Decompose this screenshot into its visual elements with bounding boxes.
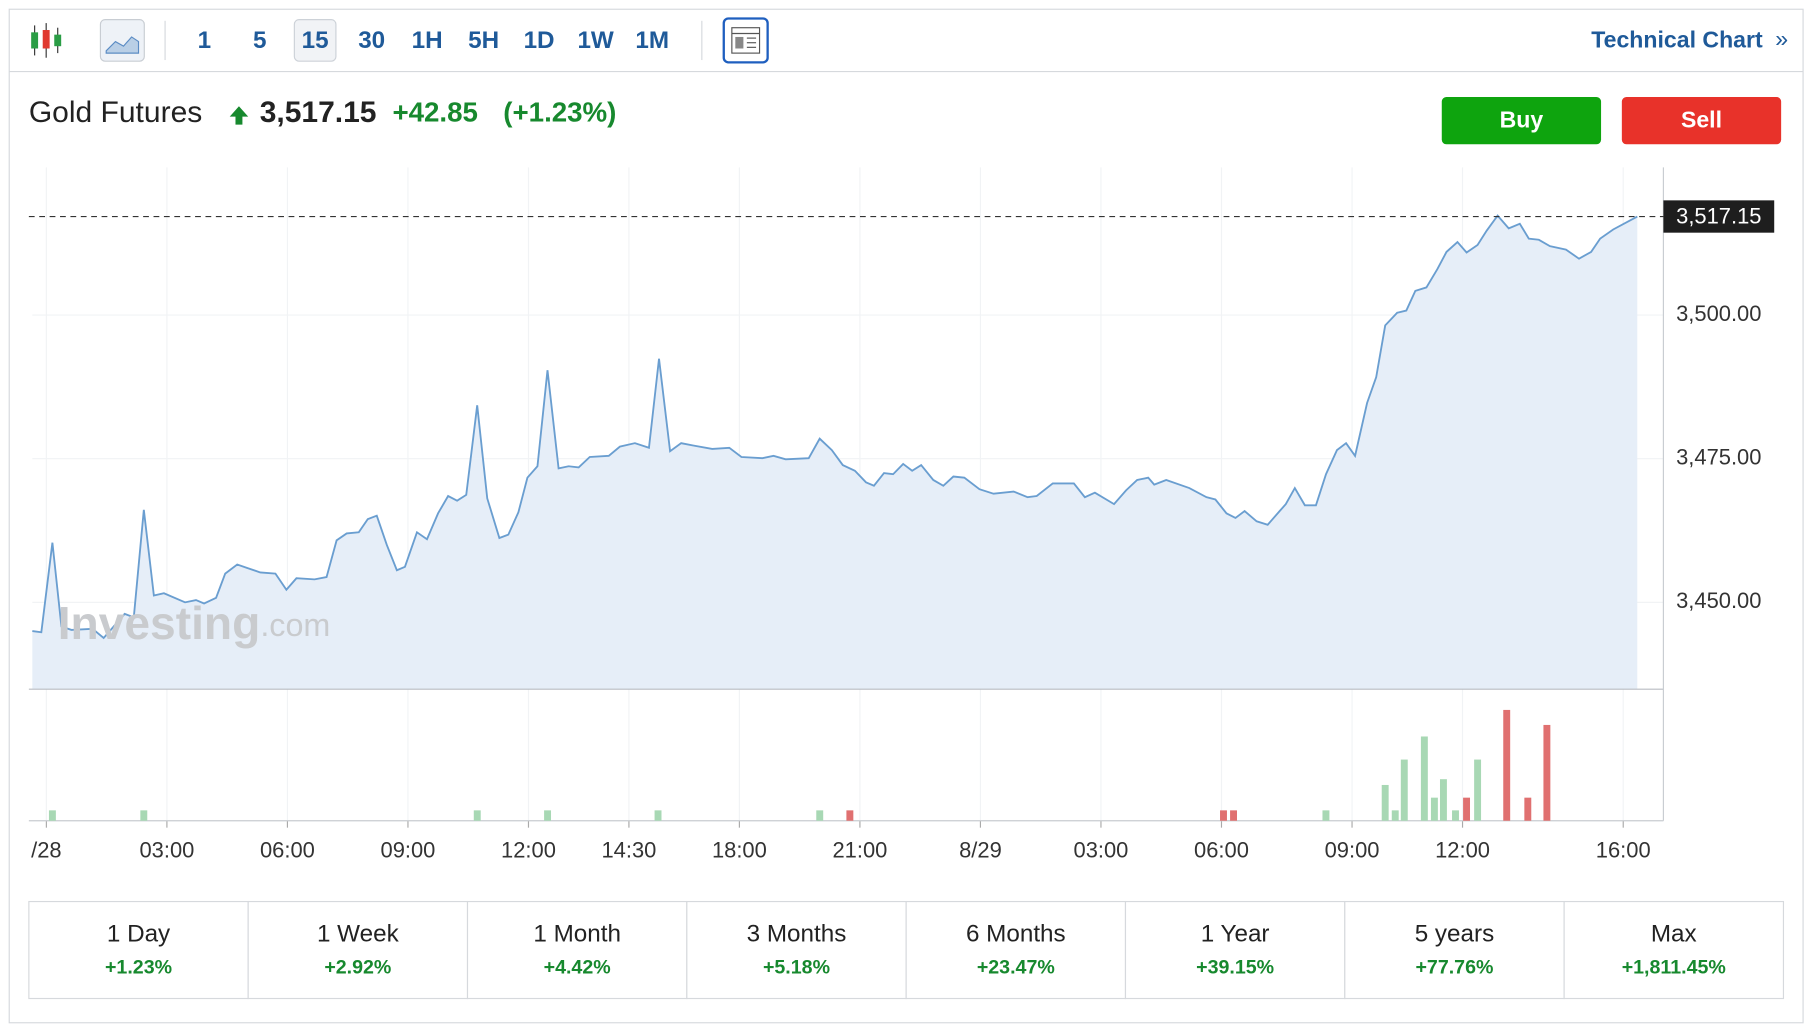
- x-tick-label: 09:00: [381, 838, 436, 863]
- period-cell[interactable]: [686, 900, 907, 1000]
- last-price-tag-label: 3,517.15: [1676, 203, 1761, 228]
- interval-button[interactable]: 5: [253, 27, 266, 54]
- volume-bar: [473, 810, 481, 821]
- x-tick-label: 16:00: [1596, 838, 1651, 863]
- watermark: Investing.com: [58, 597, 331, 649]
- x-tick-label: 06:00: [1194, 838, 1249, 863]
- interval-button[interactable]: 1H: [412, 27, 443, 54]
- volume-bar: [816, 810, 824, 821]
- x-tick-label: 12:00: [501, 838, 556, 863]
- period-change[interactable]: +2.92%: [324, 957, 391, 979]
- volume-bar: [1230, 810, 1237, 821]
- plot: /28 03:00 06:00 09:00 12:00 14:30 18:00 21:00 8/…: [28, 167, 1775, 863]
- interval-button[interactable]: 1: [198, 27, 211, 54]
- period-cell[interactable]: [1124, 900, 1346, 1000]
- volume-bar: [1524, 797, 1532, 821]
- x-tick-label: 09:00: [1325, 838, 1380, 863]
- volume-bar: [544, 810, 552, 821]
- period-label[interactable]: 1 Year: [1201, 920, 1270, 947]
- layout-icon[interactable]: [722, 17, 769, 64]
- volume-bar: [1503, 709, 1511, 821]
- x-tick-label: 12:00: [1435, 838, 1490, 863]
- volume-bar: [654, 810, 662, 821]
- period-change[interactable]: +1,811.45%: [1622, 957, 1726, 979]
- last-price: 3,517.15: [260, 96, 377, 129]
- period-label[interactable]: 1 Day: [107, 920, 171, 947]
- x-tick-label: 18:00: [712, 838, 767, 863]
- x-tick-label: 14:30: [601, 838, 656, 863]
- y-tick-label: 3,500.00: [1676, 301, 1761, 326]
- technical-chart-link[interactable]: Technical Chart: [1591, 27, 1763, 53]
- x-tick-label: 03:00: [139, 838, 194, 863]
- interval-button[interactable]: 1M: [635, 27, 669, 54]
- period-cell[interactable]: [28, 900, 249, 1000]
- x-tick-label: /28: [31, 838, 61, 863]
- watermark-brand: Investing: [58, 597, 261, 649]
- buy-label[interactable]: Buy: [1500, 106, 1544, 132]
- active-interval-box: [293, 19, 337, 62]
- x-tick-label: 8/29: [959, 838, 1002, 863]
- volume-bar: [846, 810, 854, 821]
- period-label[interactable]: 6 Months: [966, 920, 1066, 947]
- period-cell[interactable]: [1563, 900, 1785, 1000]
- period-label[interactable]: 3 Months: [747, 920, 847, 947]
- sell-button[interactable]: [1621, 96, 1782, 145]
- volume-bar: [1463, 797, 1471, 821]
- interval-button[interactable]: 15: [302, 27, 329, 54]
- area-fill: [32, 215, 1638, 690]
- last-price-tag: [1663, 200, 1775, 233]
- interval-button[interactable]: 1W: [577, 27, 613, 54]
- watermark-suffix: .com: [260, 606, 330, 642]
- price-line: [32, 214, 1638, 640]
- period-cell[interactable]: [466, 900, 688, 1000]
- volume-bar: [1543, 724, 1551, 821]
- period-label[interactable]: Max: [1651, 920, 1697, 947]
- volume-bar: [1430, 797, 1438, 821]
- volume-bar: [1439, 779, 1447, 821]
- sell-label[interactable]: Sell: [1681, 106, 1722, 132]
- y-tick-label: 3,450.00: [1676, 588, 1761, 613]
- area-icon[interactable]: [99, 19, 145, 62]
- candle-icon[interactable]: [31, 23, 62, 58]
- volume-bar: [1400, 759, 1408, 821]
- volume-bar: [1220, 810, 1227, 821]
- interval-button[interactable]: 1D: [524, 27, 555, 54]
- volume-bar: [1474, 759, 1482, 821]
- price-change: +42.85: [392, 97, 477, 128]
- period-label[interactable]: 1 Month: [533, 920, 621, 947]
- volume-bar: [140, 810, 148, 821]
- y-tick-label: 3,475.00: [1676, 445, 1761, 470]
- period-label[interactable]: 5 years: [1415, 920, 1494, 947]
- volume-bar: [1452, 810, 1459, 821]
- period-cell[interactable]: [1344, 900, 1565, 1000]
- volume-bar: [1322, 810, 1330, 821]
- period-change[interactable]: +4.42%: [544, 957, 611, 979]
- volume-bar: [48, 810, 56, 821]
- interval-button[interactable]: 5H: [468, 27, 499, 54]
- x-tick-label: 06:00: [260, 838, 315, 863]
- period-label[interactable]: 1 Week: [317, 920, 400, 947]
- buy-button[interactable]: [1441, 96, 1602, 145]
- period-cell[interactable]: [247, 900, 469, 1000]
- interval-button[interactable]: 30: [358, 27, 385, 54]
- volume-bar: [1391, 810, 1399, 821]
- period-change[interactable]: +39.15%: [1196, 957, 1274, 979]
- period-change[interactable]: +23.47%: [977, 957, 1055, 979]
- price-change-pct: (+1.23%): [503, 97, 616, 128]
- instrument-name: Gold Futures: [29, 96, 202, 129]
- up-arrow: [229, 106, 249, 125]
- period-change[interactable]: +5.18%: [763, 957, 830, 979]
- x-tick-label: 21:00: [832, 838, 887, 863]
- period-table: 1 Day +1.23% 1 Week +2.92% 1 Month +4.42% 3 Mo…: [28, 900, 1785, 1000]
- period-cell[interactable]: [905, 900, 1127, 1000]
- x-tick-label: 03:00: [1074, 838, 1129, 863]
- period-change[interactable]: +77.76%: [1415, 957, 1493, 979]
- period-change[interactable]: +1.23%: [105, 957, 172, 979]
- volume-bar: [1420, 736, 1428, 821]
- link-arrow[interactable]: »: [1775, 26, 1788, 52]
- volume-bar: [1381, 784, 1389, 821]
